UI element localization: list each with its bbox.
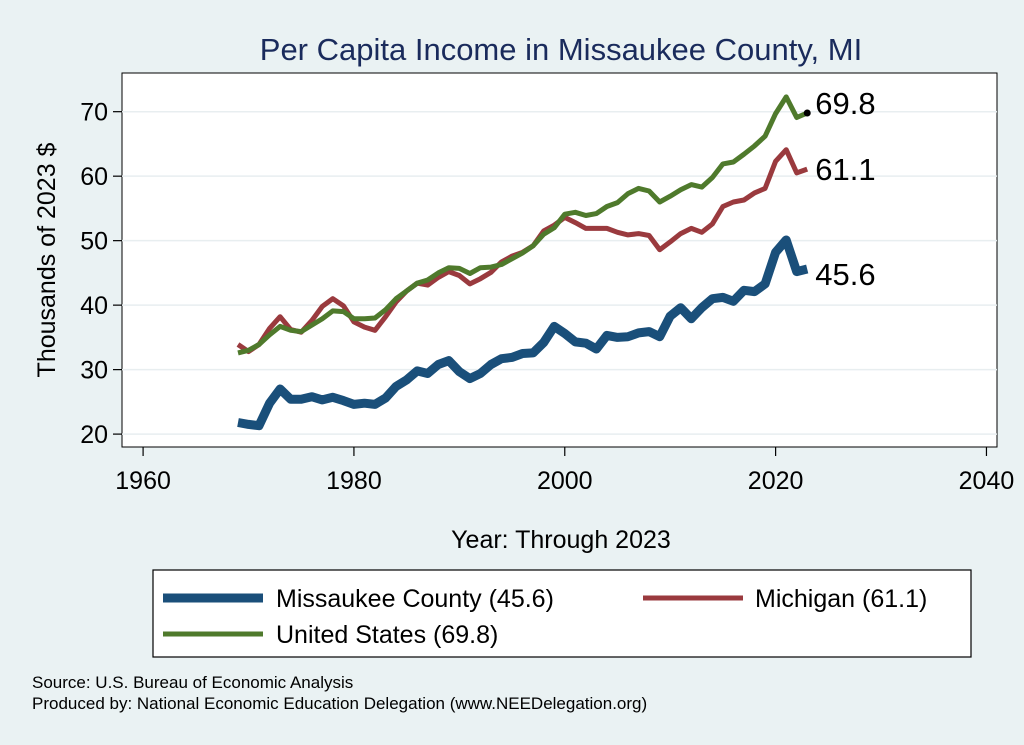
x-tick-label: 2000 <box>537 467 593 495</box>
y-tick-label: 70 <box>80 99 108 127</box>
y-tick-label: 40 <box>80 292 108 320</box>
y-tick-label: 30 <box>80 357 108 385</box>
end-label-michigan: 61.1 <box>815 152 875 187</box>
end-marker-united-states <box>803 109 811 117</box>
series-line-united-states <box>237 94 809 356</box>
y-tick-label: 50 <box>80 228 108 256</box>
x-tick-label: 1980 <box>326 467 382 495</box>
end-label-united-states: 69.8 <box>815 86 875 121</box>
end-label-missaukee-county: 45.6 <box>815 257 875 292</box>
x-tick-label: 2040 <box>959 467 1015 495</box>
series-lines <box>236 94 809 431</box>
gridlines <box>122 110 997 435</box>
y-axis-title: Thousands of 2023 $ <box>33 142 61 377</box>
legend-label-missaukee: Missaukee County (45.6) <box>276 585 554 613</box>
x-tick-label: 1960 <box>115 467 171 495</box>
legend <box>152 569 972 658</box>
legend-label-united-states: United States (69.8) <box>276 621 498 649</box>
plot-area <box>121 72 998 448</box>
y-axis: 20 30 40 50 60 70 <box>80 99 122 449</box>
y-tick-label: 20 <box>80 421 108 449</box>
x-tick-label: 2020 <box>748 467 804 495</box>
y-tick-label: 60 <box>80 163 108 191</box>
legend-label-michigan: Michigan (61.1) <box>755 585 927 613</box>
produced-by-line: Produced by: National Economic Education… <box>32 694 647 713</box>
source-line: Source: U.S. Bureau of Economic Analysis <box>32 673 353 692</box>
end-labels: 45.6 61.1 69.8 <box>803 86 876 292</box>
x-axis-title: Year: Through 2023 <box>451 526 671 554</box>
x-axis: 1960 1980 2000 2020 2040 <box>115 447 1014 495</box>
series-line-missaukee-county <box>237 235 809 431</box>
chart-title: Per Capita Income in Missaukee County, M… <box>260 32 862 67</box>
